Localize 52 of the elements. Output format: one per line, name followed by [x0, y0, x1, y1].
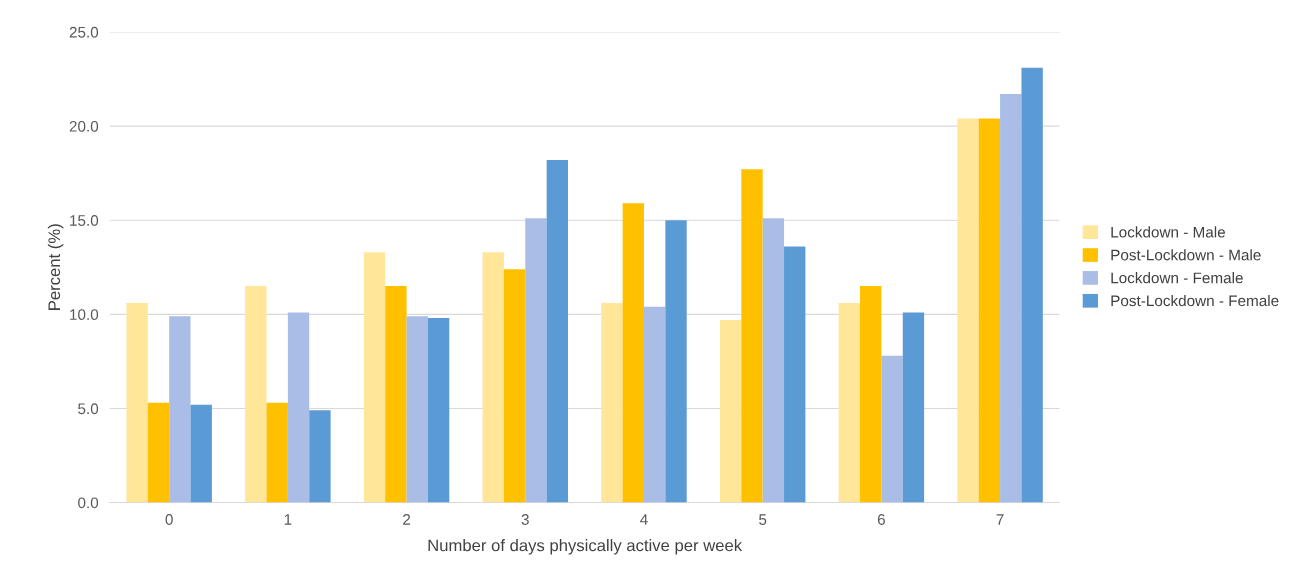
- y-tick-label: 10.0: [70, 309, 99, 321]
- bar: [860, 286, 882, 503]
- bar: [503, 269, 526, 503]
- x-tick-label: 2: [403, 514, 411, 525]
- bar: [601, 303, 623, 503]
- bar: [245, 286, 267, 503]
- x-tick-label: 5: [759, 514, 767, 525]
- bar: [741, 169, 763, 503]
- bar: [126, 303, 148, 503]
- bar: [784, 246, 806, 503]
- legend-label: Lockdown - Male: [1111, 226, 1225, 238]
- y-tick-label: 20.0: [69, 120, 99, 132]
- bar: [902, 312, 925, 503]
- bar: [363, 252, 386, 503]
- x-tick-label: 0: [165, 514, 173, 525]
- x-axis-title: Number of days physically active per week: [428, 539, 743, 555]
- bar: [719, 319, 742, 503]
- bar: [762, 218, 785, 503]
- y-axis-title: Percent (%): [47, 224, 64, 310]
- bar: [385, 286, 407, 503]
- bar: [665, 220, 687, 503]
- bar: [546, 159, 569, 503]
- bar: [287, 312, 310, 503]
- bar: [309, 410, 331, 503]
- bar: [525, 218, 547, 503]
- x-tick-label: 7: [996, 514, 1004, 525]
- bar: [406, 316, 428, 503]
- y-tick-label: 0.0: [78, 497, 99, 509]
- x-tick-label: 1: [284, 514, 292, 525]
- bar: [147, 402, 170, 503]
- x-tick-label: 6: [877, 514, 885, 525]
- bar: [838, 303, 861, 503]
- legend-label: Post-Lockdown - Male: [1111, 249, 1261, 261]
- legend-label: Post-Lockdown - Female: [1111, 294, 1279, 307]
- bar: [427, 318, 450, 503]
- bar: [190, 404, 212, 503]
- bar: [643, 306, 666, 503]
- x-tick-label: 3: [521, 514, 529, 525]
- bar: [482, 252, 504, 503]
- legend-label: Lockdown - Female: [1111, 272, 1243, 284]
- bar: [881, 355, 903, 503]
- bar: [1021, 67, 1043, 503]
- x-tick-label: 4: [640, 514, 648, 525]
- bar: [978, 118, 1001, 503]
- bar: [266, 402, 288, 503]
- y-tick-label: 5.0: [78, 403, 99, 415]
- bar: [1000, 94, 1022, 503]
- bar: [957, 118, 979, 503]
- y-tick-label: 15.0: [70, 215, 99, 226]
- y-tick-label: 25.0: [69, 26, 99, 38]
- bar: [622, 203, 644, 503]
- bar: [169, 316, 191, 503]
